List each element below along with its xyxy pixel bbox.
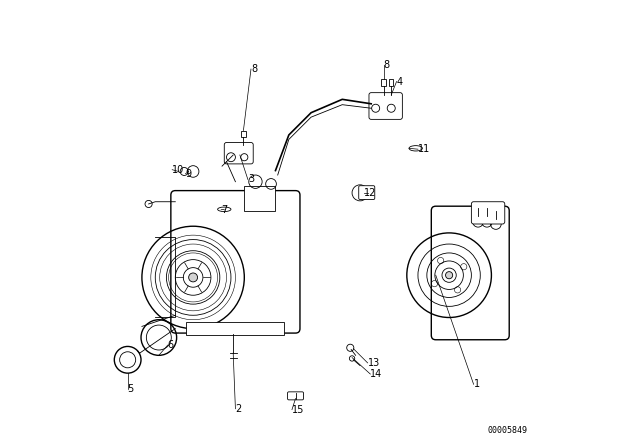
Text: 2: 2 [236, 404, 242, 414]
FancyBboxPatch shape [381, 79, 386, 86]
Text: 15: 15 [292, 405, 305, 415]
Text: 9: 9 [186, 169, 191, 179]
Text: 14: 14 [371, 369, 383, 379]
Text: 11: 11 [418, 144, 430, 154]
FancyBboxPatch shape [369, 93, 403, 119]
FancyBboxPatch shape [472, 202, 505, 224]
FancyBboxPatch shape [186, 322, 284, 335]
FancyBboxPatch shape [244, 186, 275, 211]
Text: 1: 1 [474, 379, 480, 389]
FancyBboxPatch shape [224, 142, 253, 164]
Text: 6: 6 [168, 340, 174, 350]
Text: 8: 8 [251, 64, 257, 74]
Text: 8: 8 [383, 60, 390, 69]
Circle shape [445, 271, 452, 279]
FancyBboxPatch shape [359, 186, 375, 199]
Text: 7: 7 [221, 205, 227, 215]
Text: 00005849: 00005849 [487, 426, 527, 435]
Text: 3: 3 [248, 174, 254, 185]
FancyBboxPatch shape [171, 190, 300, 333]
Text: 13: 13 [367, 358, 380, 368]
Text: 10: 10 [172, 165, 184, 175]
Circle shape [189, 273, 198, 282]
FancyBboxPatch shape [287, 392, 303, 400]
Text: 4: 4 [397, 77, 403, 86]
FancyBboxPatch shape [241, 130, 246, 137]
Text: 12: 12 [364, 188, 376, 198]
FancyBboxPatch shape [431, 206, 509, 340]
FancyBboxPatch shape [389, 79, 394, 86]
Text: 5: 5 [127, 384, 134, 394]
